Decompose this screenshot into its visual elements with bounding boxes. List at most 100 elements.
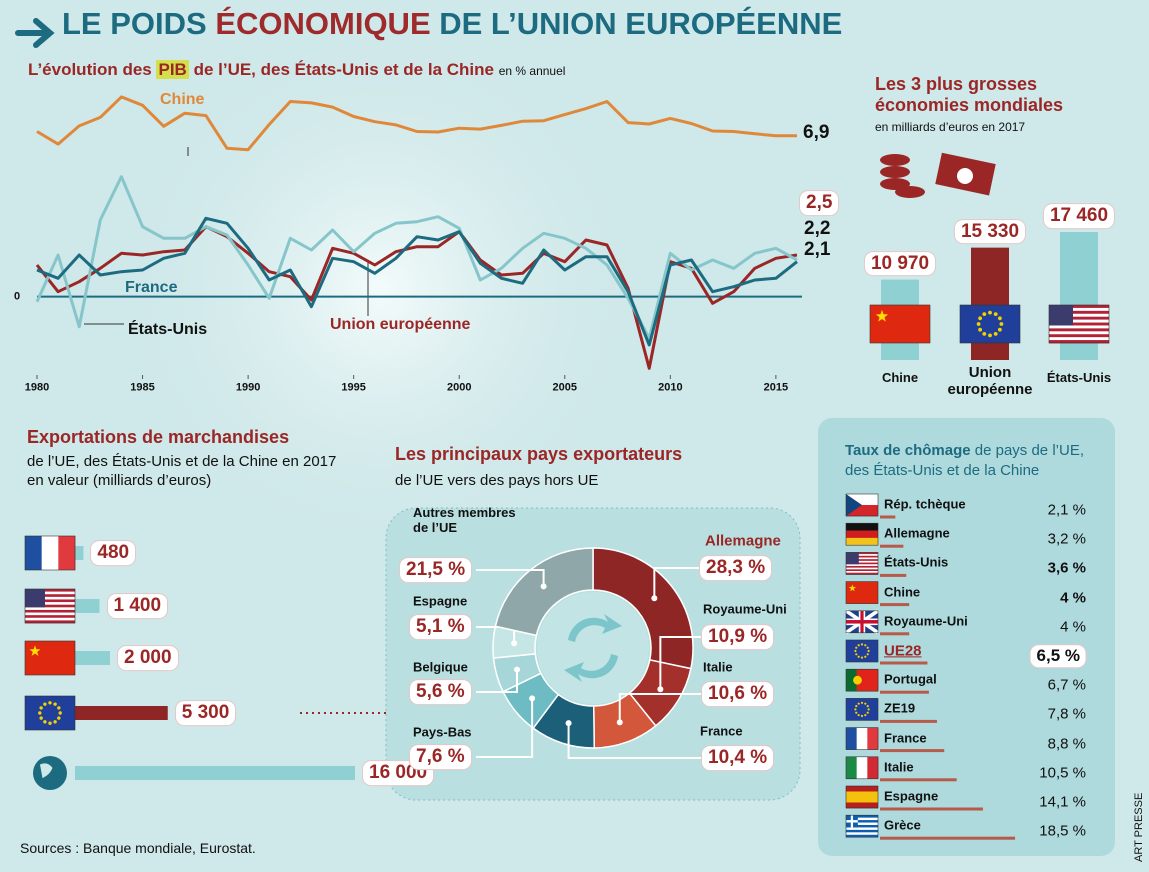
flag-part — [846, 554, 878, 557]
category-label: Belgique — [413, 659, 468, 675]
flag-part — [855, 705, 858, 708]
flag-part — [43, 702, 47, 706]
flag-part — [1049, 337, 1109, 341]
flag-part — [1049, 305, 1109, 309]
series-label: Chine — [160, 90, 205, 108]
flag-part — [867, 649, 870, 653]
coins-icon — [880, 152, 996, 198]
flag-part — [53, 720, 57, 724]
flag-part — [1049, 331, 1109, 335]
value-label: 10,5 % — [1039, 764, 1086, 782]
line-series — [36, 95, 797, 152]
flag-part — [856, 756, 868, 779]
globe — [33, 756, 67, 790]
bar — [880, 690, 929, 694]
flag-part — [25, 641, 75, 675]
flag-part — [846, 802, 878, 809]
series-label: États-Unis — [128, 320, 208, 338]
flag-part — [845, 785, 879, 809]
flag-part — [846, 572, 878, 575]
flag — [845, 493, 879, 517]
flag-part — [25, 620, 75, 624]
leader-line — [618, 693, 702, 723]
value-label: 10,6 % — [702, 682, 774, 706]
leader-dot — [616, 719, 623, 726]
flag — [845, 639, 879, 663]
flag-part — [25, 589, 75, 592]
flag-part — [846, 557, 878, 560]
flag-part — [860, 701, 864, 704]
value-label: 28,3 % — [700, 556, 772, 580]
flag-part — [57, 706, 61, 710]
flag-part — [48, 721, 52, 725]
flag-part — [24, 535, 76, 571]
flag-part — [988, 310, 992, 315]
flag-part — [1049, 313, 1109, 317]
flag-part — [38, 711, 42, 715]
flag-part — [864, 714, 867, 717]
flag-part — [846, 552, 878, 555]
flag-part — [846, 523, 878, 531]
flag-part — [25, 589, 45, 608]
bar — [880, 778, 957, 782]
flag-part — [1049, 310, 1109, 315]
bar — [75, 766, 355, 780]
flag-part — [24, 640, 76, 676]
leader-dot — [511, 640, 518, 647]
flag-part — [846, 559, 878, 562]
leader-line — [476, 569, 545, 587]
leader-dot — [513, 666, 520, 673]
category-label: Rép. tchèque — [884, 496, 966, 512]
flag-part — [846, 698, 878, 721]
flag-part — [846, 756, 857, 779]
flag-part — [860, 610, 864, 633]
flag-part — [25, 696, 75, 730]
flag-part — [1049, 305, 1073, 326]
flag-part — [58, 536, 76, 570]
flag-part — [867, 708, 870, 711]
value-label: 7,6 % — [410, 745, 471, 769]
value-label: 10,4 % — [702, 746, 774, 770]
x-tick-label: 1990 — [235, 381, 261, 394]
x-tick-label: 1980 — [24, 381, 50, 394]
flag-part — [870, 305, 930, 343]
flag-part — [993, 331, 998, 336]
value-label: 10,9 % — [702, 625, 774, 649]
title-part: LE POIDS — [62, 6, 207, 41]
flag-part — [875, 309, 889, 322]
flag-part — [846, 494, 862, 516]
bar — [75, 546, 84, 560]
flag-part — [25, 591, 75, 595]
flag-part — [860, 656, 864, 659]
flag-part — [857, 702, 860, 705]
flag-part — [846, 832, 878, 836]
flag-part — [856, 669, 868, 692]
chart-subtitle: en milliards d’euros en 2017 — [875, 120, 1026, 134]
flag-part — [846, 791, 878, 798]
flag-part — [846, 786, 878, 792]
category-label: France — [884, 730, 927, 746]
donut-center — [537, 592, 649, 704]
bar — [880, 807, 983, 811]
flag — [33, 756, 67, 790]
unemployment-panel — [818, 418, 1115, 856]
x-tick-label: 1995 — [341, 381, 366, 394]
flag-part — [857, 644, 860, 647]
flag-part — [855, 653, 858, 656]
leader-dot — [529, 695, 536, 702]
series-label: France — [125, 278, 178, 296]
value-label: 5 300 — [175, 701, 236, 725]
flag-part — [845, 756, 879, 780]
flag-part — [846, 560, 878, 563]
flag — [869, 304, 931, 344]
flag-part — [860, 714, 864, 718]
value-label: 7,8 % — [1047, 705, 1086, 723]
flag-part — [41, 536, 59, 570]
flag-part — [25, 604, 75, 608]
leader-dot — [540, 583, 547, 590]
flag-part — [864, 644, 867, 647]
flag-part — [846, 581, 878, 604]
bar — [880, 603, 910, 607]
coin — [880, 166, 910, 178]
flag-part — [846, 505, 878, 517]
